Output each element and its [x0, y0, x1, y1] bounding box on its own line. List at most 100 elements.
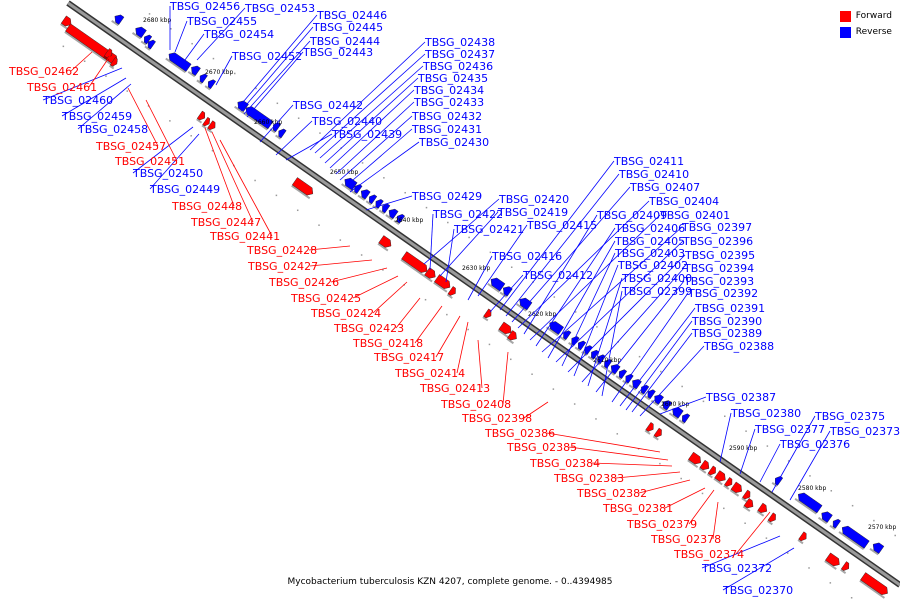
gene-label-reverse: TBSG_02407	[629, 181, 700, 194]
label-connector-reverse	[739, 428, 756, 475]
label-connector-reverse	[439, 211, 499, 277]
gene-label-reverse: TBSG_02391	[694, 302, 765, 315]
grid-dot	[319, 132, 321, 134]
grid-dot	[660, 370, 662, 373]
label-connector-reverse	[240, 26, 314, 112]
kbp-tick-label: 2660 kbp	[254, 119, 282, 126]
gene-label-reverse: TBSG_02422	[432, 208, 503, 221]
grid-dot	[424, 298, 427, 301]
forward-gene	[706, 465, 716, 479]
gene-label-forward: TBSG_02408	[440, 398, 511, 411]
gene-label-reverse: TBSG_02409	[596, 209, 667, 222]
grid-dot	[787, 460, 790, 462]
gene-label-forward: TBSG_02413	[419, 382, 490, 395]
label-connector-reverse	[285, 133, 333, 161]
gene-label-forward: TBSG_02385	[506, 441, 577, 454]
label-connector-forward	[502, 351, 509, 405]
label-connector-reverse	[423, 198, 500, 265]
label-connector-forward	[414, 305, 443, 344]
gene-label-reverse: TBSG_02420	[498, 193, 569, 206]
label-connector-forward	[546, 432, 661, 453]
forward-gene	[859, 572, 888, 599]
label-connector-forward	[664, 487, 706, 509]
label-connector-forward	[330, 267, 388, 283]
forward-gene	[713, 470, 726, 486]
forward-gene	[742, 498, 754, 512]
reverse-gene	[385, 208, 399, 221]
grid-dot	[850, 597, 853, 599]
label-connector-forward	[523, 401, 549, 419]
grid-dot	[190, 135, 192, 137]
reverse-gene	[393, 214, 406, 225]
gene-label-reverse: TBSG_02430	[418, 136, 489, 149]
forward-gene	[729, 481, 742, 497]
gene-label-forward: TBSG_02462	[8, 65, 79, 78]
label-connector-forward	[638, 479, 691, 494]
gene-label-reverse: TBSG_02437	[424, 48, 495, 61]
kbp-tick-label: 2600 kbp	[661, 401, 689, 408]
reverse-gene	[838, 525, 870, 550]
grid-dot	[744, 522, 746, 525]
grid-dot	[425, 206, 428, 209]
gene-label-forward: TBSG_02414	[394, 367, 465, 380]
label-connector-forward	[712, 501, 719, 540]
reverse-gene	[615, 369, 628, 381]
grid-dot	[573, 403, 576, 405]
forward-gene	[196, 110, 206, 124]
grid-dot	[873, 519, 875, 522]
grid-dot	[531, 373, 533, 375]
label-connector-reverse	[345, 128, 413, 187]
forward-gene	[291, 177, 314, 200]
grid-dot	[851, 504, 854, 507]
grid-dot	[701, 492, 704, 495]
label-connector-reverse	[595, 280, 685, 393]
reverse-gene	[131, 26, 147, 40]
gene-label-reverse: TBSG_02436	[422, 60, 493, 73]
label-connector-forward	[477, 339, 483, 389]
label-connector-reverse	[587, 277, 623, 387]
legend-label-reverse: Reverse	[855, 27, 892, 37]
grid-dot	[680, 477, 682, 480]
gene-label-reverse: TBSG_02387	[705, 391, 776, 404]
gene-label-reverse: TBSG_02452	[231, 50, 302, 63]
gene-label-forward: TBSG_02426	[268, 276, 339, 289]
reverse-gene	[545, 321, 564, 337]
label-connector-reverse	[365, 195, 413, 211]
gene-label-reverse: TBSG_02389	[691, 327, 762, 340]
grid-dot	[638, 355, 641, 358]
grid-dot	[211, 149, 214, 152]
gene-label-reverse: TBSG_02392	[687, 287, 758, 300]
grid-dot	[510, 266, 513, 268]
gene-label-reverse: TBSG_02416	[491, 250, 562, 263]
reverse-gene	[204, 79, 217, 91]
kbp-tick-label: 2610 kbp	[593, 357, 621, 364]
reverse-gene	[378, 203, 391, 215]
label-connector-reverse	[196, 7, 246, 61]
forward-gene	[206, 120, 216, 134]
grid-dot	[489, 251, 492, 254]
grid-dot	[212, 57, 215, 60]
gene-label-reverse: TBSG_02375	[814, 410, 885, 423]
gene-label-reverse: TBSG_02400	[621, 272, 692, 285]
gene-label-reverse: TBSG_02433	[413, 96, 484, 109]
label-connector-forward	[70, 51, 93, 72]
grid-dot	[297, 117, 300, 119]
grid-dot	[382, 269, 384, 271]
grid-dot	[765, 537, 768, 539]
reverse-gene	[350, 184, 363, 196]
grid-dot	[383, 177, 385, 179]
label-connector-reverse	[759, 443, 781, 483]
gene-label-reverse: TBSG_02419	[497, 206, 568, 219]
gene-label-reverse: TBSG_02380	[730, 407, 801, 420]
forward-gene	[644, 422, 654, 435]
forward-gene	[482, 308, 492, 322]
label-connector-forward	[309, 259, 373, 267]
forward-gene	[840, 561, 850, 574]
label-connector-forward	[591, 462, 673, 467]
gene-label-forward: TBSG_02374	[673, 548, 744, 561]
grid-dot	[360, 254, 363, 256]
label-connector-forward	[456, 321, 469, 374]
forward-gene	[824, 552, 840, 570]
reverse-gene	[196, 73, 208, 85]
